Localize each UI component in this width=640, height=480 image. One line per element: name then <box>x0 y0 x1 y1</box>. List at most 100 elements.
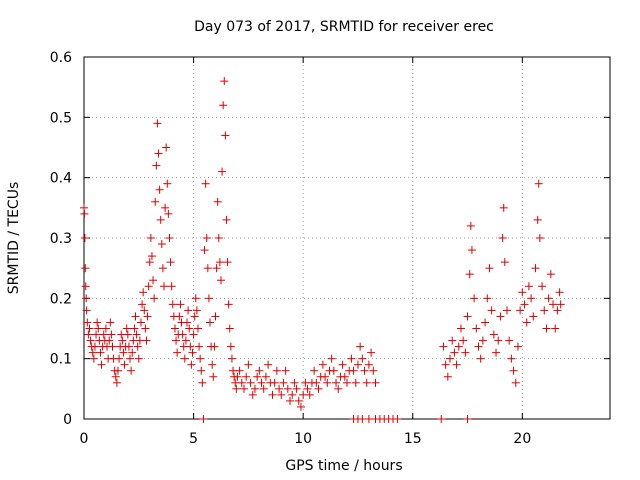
data-point <box>183 318 192 327</box>
data-point <box>142 336 151 345</box>
data-point <box>353 360 362 369</box>
data-point <box>323 378 332 387</box>
data-point <box>334 384 343 393</box>
data-point <box>143 312 152 321</box>
data-point <box>92 330 101 339</box>
data-point <box>452 360 461 369</box>
data-point <box>310 366 319 375</box>
data-point <box>332 378 341 387</box>
data-point <box>132 330 141 339</box>
data-point <box>80 234 89 242</box>
data-point <box>216 276 225 285</box>
data-point <box>80 209 89 218</box>
data-point <box>150 294 159 303</box>
data-point <box>161 203 170 212</box>
data-point <box>105 336 114 345</box>
data-point <box>509 366 518 375</box>
data-point <box>483 294 492 303</box>
data-point <box>122 324 131 333</box>
data-point <box>123 330 132 339</box>
data-point <box>535 234 544 242</box>
data-point <box>167 282 176 291</box>
data-point <box>544 294 553 303</box>
data-point <box>184 306 193 315</box>
data-point <box>164 209 173 218</box>
data-point <box>533 215 542 224</box>
data-point <box>202 234 211 242</box>
data-point <box>88 348 97 357</box>
data-point <box>489 330 498 339</box>
data-point <box>175 312 184 321</box>
data-point <box>172 336 181 345</box>
data-point <box>529 312 538 321</box>
data-point <box>340 372 349 381</box>
data-point <box>270 378 279 387</box>
x-axis-label: GPS time / hours <box>285 458 402 474</box>
data-point <box>138 300 147 309</box>
data-point <box>198 378 207 387</box>
data-point <box>185 324 194 333</box>
data-point <box>168 300 177 309</box>
data-point <box>369 366 378 375</box>
data-point <box>86 336 95 345</box>
data-point <box>268 390 277 399</box>
data-point <box>93 318 102 327</box>
y-tick-label: 0.5 <box>50 110 72 126</box>
data-point <box>364 360 373 369</box>
data-point <box>321 372 330 381</box>
data-point <box>108 342 117 351</box>
data-point <box>463 415 472 423</box>
data-point <box>248 390 257 399</box>
data-point <box>239 384 248 393</box>
data-point <box>193 324 202 333</box>
data-point <box>156 215 165 224</box>
x-tick-labels: 0 5 10 15 20 <box>80 431 532 447</box>
data-point <box>210 342 219 351</box>
data-point <box>140 306 149 315</box>
data-point <box>358 354 367 363</box>
data-point <box>494 336 503 345</box>
data-point <box>553 306 562 315</box>
data-point <box>454 342 463 351</box>
data-point <box>155 185 164 194</box>
data-point <box>107 330 116 339</box>
data-point <box>507 354 516 363</box>
data-point <box>467 246 476 255</box>
data-point <box>219 101 228 110</box>
data-point <box>516 306 525 315</box>
data-point <box>218 167 227 176</box>
data-point <box>81 282 90 291</box>
data-point <box>527 294 536 303</box>
data-point <box>214 234 223 242</box>
grid-lines <box>84 57 610 419</box>
data-point <box>232 384 241 393</box>
data-point <box>94 324 103 333</box>
data-point <box>450 348 459 357</box>
data-point <box>549 300 558 309</box>
data-point <box>524 282 533 291</box>
data-point <box>180 354 189 363</box>
data-point <box>212 264 221 273</box>
data-point <box>476 354 485 363</box>
data-point <box>120 360 129 369</box>
data-point <box>187 360 196 369</box>
data-point <box>338 360 347 369</box>
data-point <box>556 300 565 309</box>
data-point <box>500 258 509 267</box>
data-point <box>192 306 201 315</box>
data-point <box>505 336 514 345</box>
data-point <box>146 234 155 242</box>
data-point <box>84 330 93 339</box>
data-point <box>197 366 206 375</box>
data-point <box>226 342 235 351</box>
data-point <box>222 215 231 224</box>
data-point <box>134 354 143 363</box>
data-point <box>144 282 153 291</box>
data-point <box>215 258 224 267</box>
data-point <box>518 288 527 297</box>
data-point <box>208 360 217 369</box>
data-points <box>80 77 565 423</box>
y-tick-label: 0.3 <box>50 231 72 247</box>
data-point <box>170 324 179 333</box>
data-point <box>244 360 253 369</box>
